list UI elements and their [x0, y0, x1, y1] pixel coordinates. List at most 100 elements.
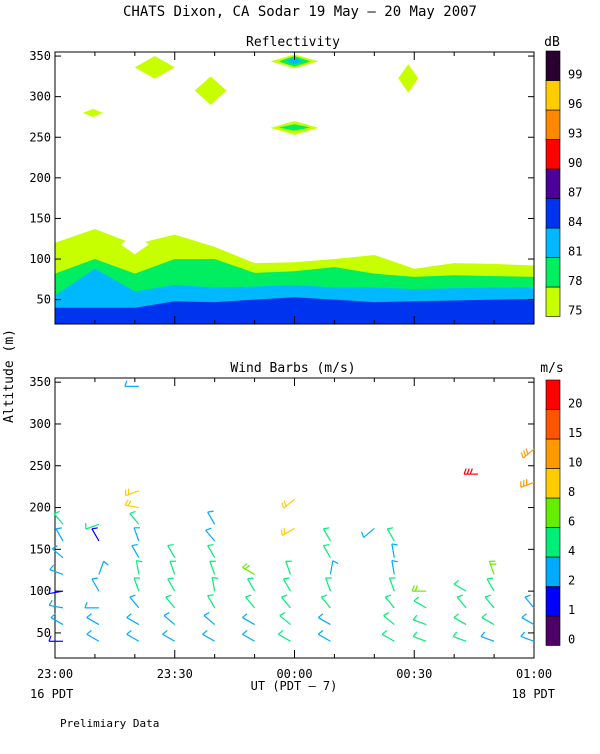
wind-barb [382, 630, 394, 641]
wind-barb-feather [282, 503, 284, 509]
wind-barb-shaft [242, 567, 254, 574]
wind-barb-shaft [390, 578, 395, 591]
wind-barb-shaft [136, 561, 138, 575]
wind-barb [485, 595, 494, 608]
wind-barb [481, 632, 494, 641]
wind-barb [323, 545, 330, 558]
wind-barb [208, 511, 215, 524]
reflectivity-colorbar-label-93: 93 [568, 127, 582, 141]
wind-barb-shaft [204, 616, 215, 625]
wind-barb-shaft [163, 634, 175, 641]
wind-barb [87, 614, 99, 625]
wind-barb-feather [323, 545, 329, 546]
wind-barb-shaft [208, 596, 215, 608]
wind-barb [92, 578, 99, 591]
wind-barb [453, 632, 466, 641]
reflectivity-colorbar-label-87: 87 [568, 186, 582, 200]
reflectivity-colorbar-label-84: 84 [568, 215, 582, 229]
wind-barb-feather [454, 614, 459, 618]
wind-barb-shaft [318, 618, 330, 625]
wind-barb-feather [87, 630, 92, 634]
wind-barb-shaft [134, 528, 139, 541]
wind-barb-shaft [278, 634, 290, 641]
wind-barb-feather [278, 630, 283, 634]
wind-barb-layer [49, 381, 534, 642]
wind-barb-shaft [125, 505, 139, 507]
wind-barb-shaft [164, 616, 175, 625]
wind-barb-feather [487, 578, 493, 579]
wind-barb-feather [92, 528, 98, 529]
reflectivity-ytick-label-350: 350 [29, 49, 51, 63]
wind-barb-shaft [92, 529, 99, 541]
wind-barb-feather [56, 528, 62, 529]
wind-barb [525, 595, 534, 608]
wind-barb-shaft [50, 570, 63, 575]
wind-barb [212, 577, 218, 591]
wind-xtick-label-1: 23:30 [157, 667, 193, 681]
wind-barb-feather [521, 632, 525, 637]
wind-barb [127, 630, 139, 641]
wind-barb-shaft [323, 529, 330, 541]
wind-barb-shaft [127, 634, 139, 641]
wind-barb [278, 630, 290, 641]
wind-barb-feather [136, 561, 142, 562]
wind-barb-feather [92, 578, 98, 579]
wind-barb [50, 565, 63, 574]
wind-barb-shaft [203, 634, 215, 641]
wind-barb-shaft [130, 597, 139, 608]
wind-barb-shaft [208, 546, 215, 558]
wind-barb-shaft [87, 618, 99, 625]
wind-barb [52, 546, 63, 558]
wind-barb [168, 545, 175, 558]
wind-barb [170, 561, 176, 574]
wind-barb-feather [130, 511, 136, 513]
wind-barb-shaft [454, 618, 466, 625]
wind-barb [168, 578, 175, 591]
wind-barb-feather [454, 580, 459, 584]
wind-barb-feather [164, 613, 169, 616]
wind-barb-feather [457, 595, 463, 597]
wind-barb-feather [467, 468, 469, 474]
wind-barb [489, 561, 496, 574]
wind-barb-feather [481, 632, 485, 637]
wind-barb [49, 600, 63, 608]
reflectivity-colorbar-swatch-87 [546, 169, 560, 199]
wind-barb [326, 578, 332, 591]
wind-barb-feather [242, 564, 247, 568]
wind-colorbar-swatch-1 [546, 587, 560, 617]
left-date-label: 16 PDT [30, 687, 73, 701]
wind-barb-feather [415, 585, 417, 591]
wind-barb-shaft [521, 482, 534, 487]
wind-barb-shaft [206, 530, 215, 541]
wind-barb-feather [385, 595, 391, 597]
wind-barb-shaft [413, 636, 426, 641]
reflectivity-colorbar-unit: dB [544, 35, 560, 50]
wind-barb-feather [522, 614, 527, 618]
wind-barb-shaft [134, 578, 139, 591]
reflectivity-ytick-label-100: 100 [29, 252, 51, 266]
wind-barb-shaft [326, 578, 331, 591]
figure-title: CHATS Dixon, CA Sodar 19 May – 20 May 20… [123, 4, 477, 20]
wind-barb-shaft [457, 597, 466, 608]
wind-barb-feather [203, 630, 208, 634]
wind-barb-feather [168, 578, 174, 579]
wind-barb-feather [166, 595, 172, 597]
wind-barb-shaft [99, 561, 104, 574]
wind-barb-feather [125, 381, 127, 387]
wind-barb [384, 613, 395, 625]
wind-barb-feather [50, 565, 54, 570]
wind-barb [282, 499, 295, 508]
wind-ytick-label-150: 150 [29, 542, 51, 556]
wind-barb-feather [384, 613, 389, 616]
wind-barb [286, 561, 292, 574]
wind-barb-shaft [318, 634, 330, 641]
wind-frame [55, 378, 534, 658]
wind-barb-feather [245, 565, 250, 569]
wind-colorbar-swatch-4 [546, 528, 560, 558]
wind-barb-shaft [208, 512, 215, 524]
wind-barb [92, 528, 99, 541]
wind-barb [125, 381, 139, 387]
wind-barb-shaft [364, 528, 375, 537]
wind-barb-shaft [481, 636, 494, 641]
wind-barb [521, 448, 534, 458]
